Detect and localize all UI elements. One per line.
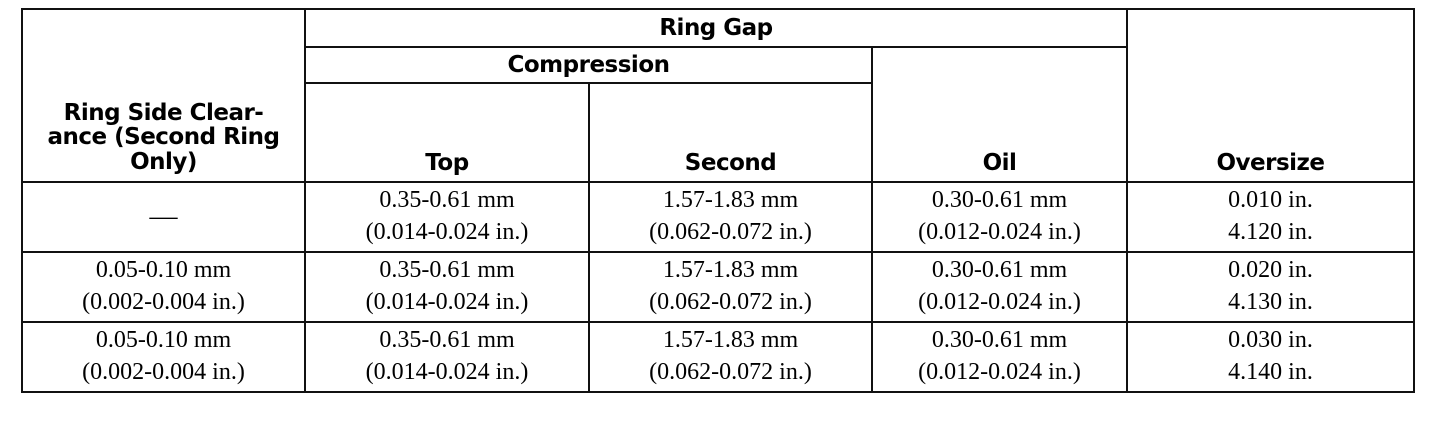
oil-header: Oil <box>871 46 1128 183</box>
oversize-cell: 0.020 in. 4.130 in. <box>1126 251 1415 323</box>
value-mm: 0.35-0.61 mm <box>379 187 515 214</box>
value-in: (0.012-0.024 in.) <box>918 359 1081 385</box>
empty-dash: — <box>149 200 178 232</box>
compression-header: Compression <box>304 46 873 84</box>
oversize-cell: 0.010 in. 4.120 in. <box>1126 181 1415 253</box>
header-line: Only) <box>130 149 197 176</box>
top-gap-cell: 0.35-0.61 mm (0.014-0.024 in.) <box>304 251 590 323</box>
value-in: (0.012-0.024 in.) <box>918 219 1081 245</box>
ring-specifications-table: Ring Side Clear- ance (Second Ring Only)… <box>21 8 1415 393</box>
header-line: Ring Side Clear- <box>63 99 264 126</box>
top-gap-cell: 0.35-0.61 mm (0.014-0.024 in.) <box>304 321 590 393</box>
oversize-value: 0.020 in. <box>1228 257 1313 284</box>
oversize-cell: 0.030 in. 4.140 in. <box>1126 321 1415 393</box>
side-clearance-cell: 0.05-0.10 mm (0.002-0.004 in.) <box>21 321 306 393</box>
bore-value: 4.120 in. <box>1228 219 1313 245</box>
table-row: 0.05-0.10 mm (0.002-0.004 in.) 0.35-0.61… <box>21 321 1415 393</box>
value-in: (0.062-0.072 in.) <box>649 219 812 245</box>
side-clearance-cell: — <box>21 181 306 253</box>
side-clearance-cell: 0.05-0.10 mm (0.002-0.004 in.) <box>21 251 306 323</box>
value-mm: 0.30-0.61 mm <box>931 187 1068 214</box>
value-mm: 0.05-0.10 mm <box>95 327 232 354</box>
value-in: (0.012-0.024 in.) <box>918 289 1081 315</box>
bore-value: 4.140 in. <box>1228 359 1313 385</box>
oversize-value: 0.030 in. <box>1228 327 1313 354</box>
value-mm: 1.57-1.83 mm <box>662 257 799 284</box>
second-gap-cell: 1.57-1.83 mm (0.062-0.072 in.) <box>588 321 873 393</box>
ring-gap-header: Ring Gap <box>304 8 1128 48</box>
oil-gap-cell: 0.30-0.61 mm (0.012-0.024 in.) <box>871 251 1128 323</box>
value-mm: 0.30-0.61 mm <box>931 257 1068 284</box>
ring-side-clearance-header: Ring Side Clear- ance (Second Ring Only) <box>21 8 306 183</box>
value-mm: 0.30-0.61 mm <box>931 327 1068 354</box>
second-header: Second <box>588 82 873 183</box>
header-line: ance (Second Ring <box>47 124 280 151</box>
value-in: (0.014-0.024 in.) <box>365 359 529 385</box>
oil-gap-cell: 0.30-0.61 mm (0.012-0.024 in.) <box>871 321 1128 393</box>
value-in: (0.062-0.072 in.) <box>649 359 812 385</box>
value-in: (0.014-0.024 in.) <box>365 289 529 315</box>
second-gap-cell: 1.57-1.83 mm (0.062-0.072 in.) <box>588 251 873 323</box>
value-in: (0.002-0.004 in.) <box>82 289 245 315</box>
value-in: (0.062-0.072 in.) <box>649 289 812 315</box>
value-mm: 1.57-1.83 mm <box>662 187 799 214</box>
value-mm: 0.35-0.61 mm <box>379 257 515 284</box>
oversize-header: Oversize <box>1126 8 1415 183</box>
value-mm: 0.05-0.10 mm <box>95 257 232 284</box>
second-gap-cell: 1.57-1.83 mm (0.062-0.072 in.) <box>588 181 873 253</box>
oversize-value: 0.010 in. <box>1228 187 1313 214</box>
value-mm: 1.57-1.83 mm <box>662 327 799 354</box>
table-row: 0.05-0.10 mm (0.002-0.004 in.) 0.35-0.61… <box>21 251 1415 323</box>
oil-gap-cell: 0.30-0.61 mm (0.012-0.024 in.) <box>871 181 1128 253</box>
value-in: (0.014-0.024 in.) <box>365 219 529 245</box>
top-gap-cell: 0.35-0.61 mm (0.014-0.024 in.) <box>304 181 590 253</box>
top-header: Top <box>304 82 590 183</box>
value-mm: 0.35-0.61 mm <box>379 327 515 354</box>
bore-value: 4.130 in. <box>1228 289 1313 315</box>
table-row: — 0.35-0.61 mm (0.014-0.024 in.) 1.57-1.… <box>21 181 1415 253</box>
value-in: (0.002-0.004 in.) <box>82 359 245 385</box>
